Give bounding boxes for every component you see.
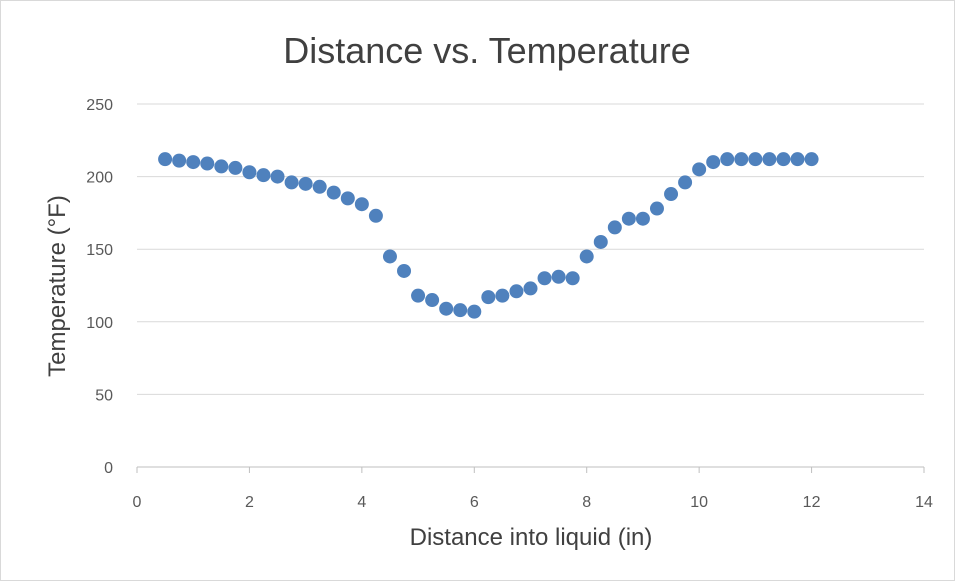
y-axis-title: Temperature (°F) [44,195,71,377]
data-point [467,304,482,319]
x-tick-label: 14 [915,494,933,511]
data-point [340,191,355,206]
data-point [368,208,383,223]
y-tick-label: 250 [86,97,113,114]
data-point [256,168,271,183]
chart-title: Distance vs. Temperature [283,30,691,71]
x-tick-label: 12 [803,494,821,511]
data-point [186,155,201,170]
x-tick-label: 2 [245,494,254,511]
data-points [158,152,819,319]
data-point [621,211,636,226]
data-point [565,271,580,286]
data-point [635,211,650,226]
x-axis-title: Distance into liquid (in) [410,524,653,551]
data-point [382,249,397,264]
data-point [734,152,749,167]
data-point [439,301,454,316]
data-point [593,234,608,249]
data-point [649,201,664,216]
y-tick-label: 200 [86,170,113,187]
data-point [523,281,538,296]
data-point [692,162,707,177]
data-point [551,269,566,284]
data-point [790,152,805,167]
y-tick-label: 0 [104,460,113,477]
x-tick-label: 8 [582,494,591,511]
data-point [762,152,777,167]
data-point [537,271,552,286]
data-point [776,152,791,167]
data-point [298,176,313,191]
data-point [579,249,594,264]
data-point [706,155,721,170]
data-point [242,165,257,180]
data-point [804,152,819,167]
data-point [312,179,327,194]
data-point [607,220,622,235]
x-tick-label: 0 [133,494,142,511]
data-point [326,185,341,200]
data-point [354,197,369,212]
x-tick-label: 10 [690,494,708,511]
data-point [411,288,426,303]
data-point [172,153,187,168]
data-point [678,175,693,190]
data-point [284,175,299,190]
data-point [481,290,496,305]
data-point [200,156,215,171]
x-tick-label: 6 [470,494,479,511]
data-point [509,284,524,299]
data-point [453,303,468,318]
data-point [748,152,763,167]
data-point [720,152,735,167]
data-point [270,169,285,184]
y-tick-label: 50 [95,387,113,404]
data-point [158,152,173,167]
data-point [397,263,412,278]
x-tick-label: 4 [357,494,366,511]
y-tick-label: 100 [86,315,113,332]
y-tick-label: 150 [86,242,113,259]
data-point [228,160,243,175]
data-point [495,288,510,303]
data-point [214,159,229,174]
data-point [664,187,679,202]
gridlines [137,103,924,395]
axes: 0 50 100 150 200 250 0 2 4 6 8 10 12 14 [86,97,933,511]
data-point [425,293,440,308]
